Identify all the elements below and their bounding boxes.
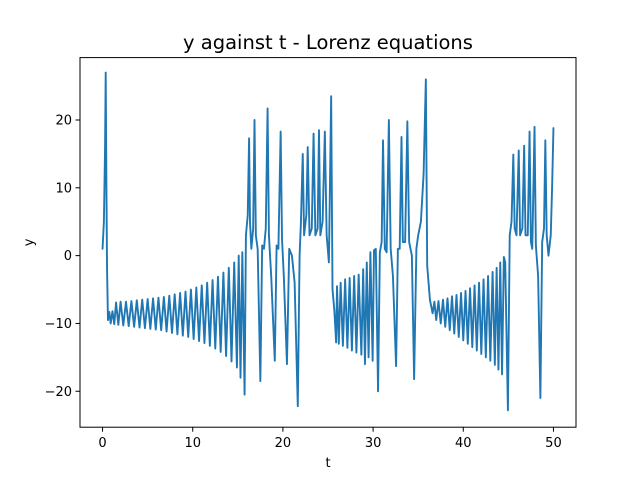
x-axis-tick-label: 10	[184, 436, 201, 451]
x-axis-label: t	[325, 456, 330, 471]
y-axis-tick-label: 10	[55, 181, 72, 196]
y-axis-tick-label: 20	[55, 113, 72, 128]
y-axis-tick-label: 0	[64, 249, 72, 264]
plot-frame	[79, 57, 577, 428]
y-axis-tick-label: −10	[45, 317, 72, 332]
x-axis-tick-label: 20	[275, 436, 292, 451]
series-line-0	[101, 71, 555, 412]
x-axis: 0 10 20 30 40 50	[98, 427, 562, 451]
y-axis-tick-label: −20	[45, 385, 72, 400]
chart-title: y against t - Lorenz equations	[183, 31, 473, 54]
plot-area	[101, 71, 555, 412]
x-axis-tick-label: 40	[455, 436, 472, 451]
y-axis: −20 −10 0 10 20	[45, 113, 80, 400]
x-axis-tick-label: 30	[365, 436, 382, 451]
x-axis-tick-label: 50	[545, 436, 562, 451]
y-axis-label: y	[22, 238, 37, 246]
x-axis-tick-label: 0	[98, 436, 106, 451]
